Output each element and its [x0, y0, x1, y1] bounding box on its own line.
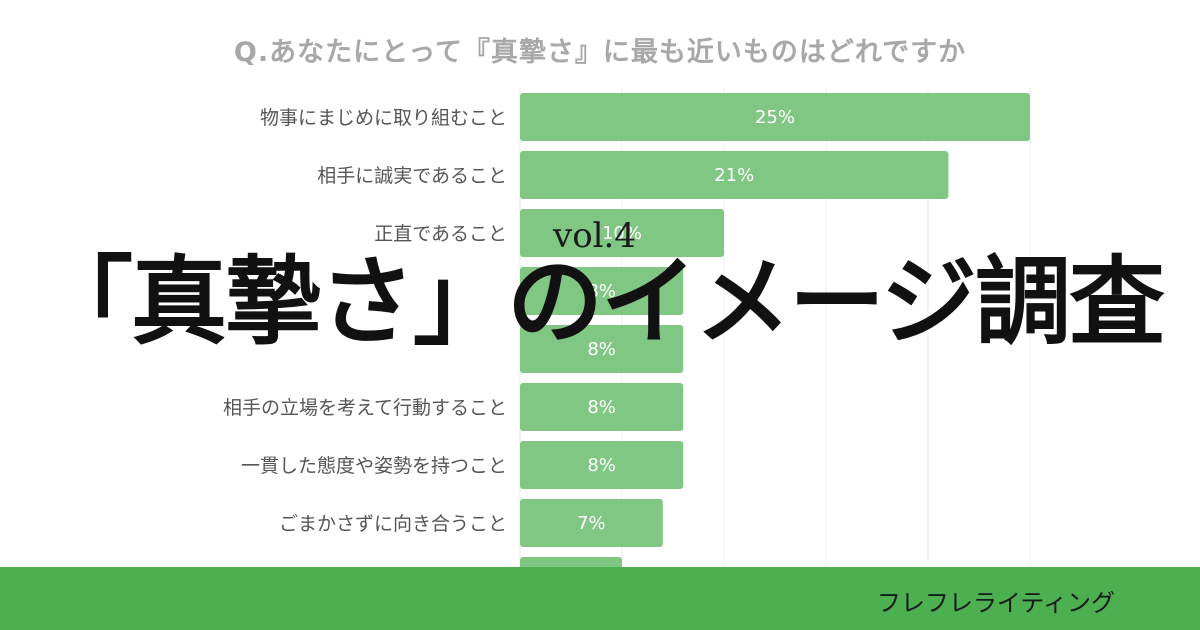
data-label-5: 8%: [587, 397, 616, 418]
category-label-5: 相手の立場を考えて行動すること: [223, 397, 507, 419]
bar-7: [520, 499, 663, 547]
bar-2: [520, 209, 724, 257]
data-label-1: 21%: [714, 165, 754, 186]
volume-label: vol.4: [553, 216, 636, 256]
data-label-6: 8%: [587, 455, 616, 476]
category-label-0: 物事にまじめに取り組むこと: [260, 107, 507, 129]
data-label-2: 10%: [602, 223, 642, 244]
footer-bar: フレフレライティング: [0, 567, 1200, 630]
bar-3: [520, 267, 684, 315]
bar-0: [520, 93, 1030, 141]
data-label-7: 7%: [577, 513, 606, 534]
category-label-1: 相手に誠実であること: [317, 165, 507, 187]
data-label-4: 8%: [587, 339, 616, 360]
bar-1: [520, 151, 949, 199]
bar-5: [520, 383, 684, 431]
headline-title: 「真摯さ」のイメージ調査: [36, 246, 1165, 358]
data-label-0: 25%: [755, 107, 795, 128]
category-label-2: 正直であること: [374, 223, 507, 245]
brand-name: フレフレライティング: [876, 589, 1115, 617]
bar-4: [520, 325, 684, 373]
category-label-6: 一貫した態度や姿勢を持つこと: [241, 455, 507, 477]
bar-6: [520, 441, 684, 489]
data-label-3: 8%: [587, 281, 616, 302]
category-label-7: ごまかさずに向き合うこと: [279, 513, 507, 535]
question-title: Q.あなたにとって『真摯さ』に最も近いものはどれですか: [233, 37, 967, 68]
